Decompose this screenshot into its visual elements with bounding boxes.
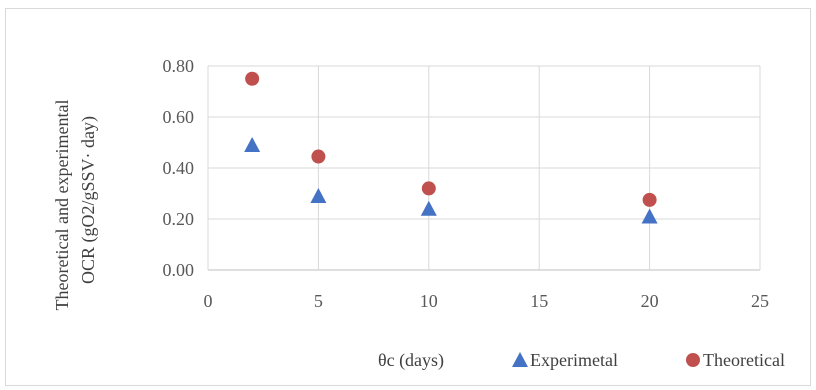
x-tick-label: 5 bbox=[314, 291, 323, 311]
y-tick-label: 0.40 bbox=[163, 158, 195, 178]
experimetal-point bbox=[310, 188, 327, 204]
legend: Experimetal Theoretical bbox=[512, 350, 785, 370]
x-tick-label: 10 bbox=[420, 291, 438, 311]
theoretical-point bbox=[421, 181, 436, 196]
y-tick-labels: 0.00 0.20 0.40 0.60 0.80 bbox=[163, 56, 195, 280]
theoretical-point bbox=[642, 192, 657, 207]
experimetal-legend-marker bbox=[512, 352, 528, 367]
chart-frame bbox=[5, 8, 811, 386]
x-tick-label: 20 bbox=[641, 291, 659, 311]
y-tick-label: 0.60 bbox=[163, 107, 195, 127]
theoretical-point bbox=[311, 149, 326, 164]
y-axis-title-line-2: OCR (gO2/gSSV· day) bbox=[78, 116, 99, 284]
x-axis-title: θc (days) bbox=[378, 350, 444, 371]
data-points bbox=[244, 71, 658, 224]
experimetal-point bbox=[244, 137, 261, 153]
x-tick-label: 25 bbox=[751, 291, 769, 311]
y-tick-label: 0.00 bbox=[163, 260, 195, 280]
experimetal-point bbox=[420, 200, 437, 216]
theoretical-point bbox=[245, 71, 260, 86]
y-tick-label: 0.80 bbox=[163, 56, 195, 76]
x-tick-label: 0 bbox=[204, 291, 213, 311]
y-tick-label: 0.20 bbox=[163, 209, 195, 229]
gridlines bbox=[207, 65, 761, 271]
theoretical-legend-marker bbox=[686, 353, 700, 367]
experimetal-legend-label: Experimetal bbox=[530, 350, 618, 370]
x-tick-labels: 0 5 10 15 20 25 bbox=[204, 291, 770, 311]
y-axis-title-line-1: Theoretical and experimental bbox=[52, 100, 72, 311]
experimetal-point bbox=[641, 208, 658, 224]
x-tick-label: 15 bbox=[530, 291, 548, 311]
theoretical-legend-label: Theoretical bbox=[703, 350, 785, 370]
